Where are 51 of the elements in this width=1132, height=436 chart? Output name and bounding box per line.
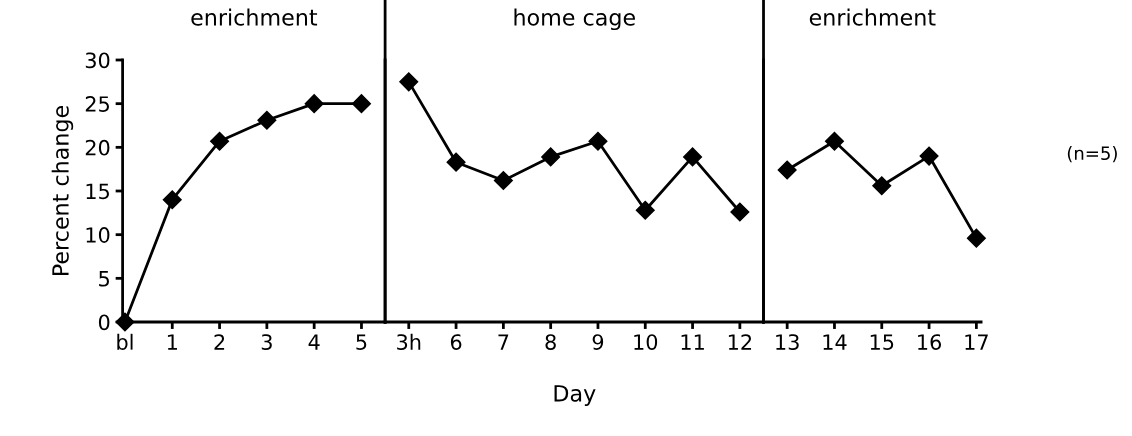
x-tick-label: 5	[356, 334, 367, 350]
y-tick-label: 10	[86, 227, 110, 243]
x-tick-label: 8	[545, 334, 556, 350]
point	[162, 190, 182, 210]
y-tick-label: 25	[85, 96, 109, 112]
x-tick-label: 13	[776, 334, 799, 350]
x-tick-label: 6	[450, 334, 462, 350]
point	[730, 202, 750, 222]
point	[541, 147, 561, 167]
point	[304, 94, 324, 114]
y-tick-label: 15	[86, 183, 109, 200]
x-tick-label: 16	[918, 334, 942, 350]
x-tick-label: 10	[634, 334, 658, 350]
x-tick-label: 17	[965, 334, 988, 350]
x-tick-label: 3	[261, 334, 272, 350]
y-tick-label: 5	[99, 271, 109, 287]
x-tick-label: 15	[870, 334, 894, 350]
point	[399, 72, 419, 92]
point	[777, 160, 797, 180]
x-tick-label: 3h	[397, 333, 421, 350]
chart-title: home cage	[514, 8, 635, 31]
y-tick-label: 0	[98, 314, 110, 331]
chart-title: enrichment	[191, 8, 318, 26]
point	[919, 146, 939, 166]
x-tick-label: 12	[728, 334, 752, 350]
y-tick-label: 30	[85, 52, 110, 69]
point	[683, 147, 703, 167]
x-axis-title: Day	[554, 385, 596, 407]
point	[446, 152, 466, 172]
point	[257, 110, 277, 130]
point	[966, 228, 986, 248]
x-tick-label: 9	[592, 334, 604, 350]
y-axis-title: Percent change	[51, 105, 74, 276]
x-tick-label: 2	[214, 334, 225, 350]
text: (n=5)	[1067, 146, 1117, 163]
point	[588, 131, 608, 151]
point	[872, 176, 892, 196]
point	[824, 131, 844, 151]
x-tick-label: 4	[308, 334, 320, 350]
y-tick-label: 20	[85, 139, 110, 156]
x-tick-label: bl	[117, 333, 133, 350]
x-tick-label: 1	[167, 334, 177, 350]
x-tick-label: 14	[823, 334, 847, 350]
point	[493, 170, 513, 191]
x-tick-label: 7	[498, 334, 509, 350]
point	[210, 131, 230, 151]
point	[351, 94, 371, 114]
chart-title: enrichment	[809, 8, 936, 26]
point	[115, 312, 135, 332]
point	[635, 200, 655, 220]
x-tick-label: 11	[681, 334, 704, 350]
